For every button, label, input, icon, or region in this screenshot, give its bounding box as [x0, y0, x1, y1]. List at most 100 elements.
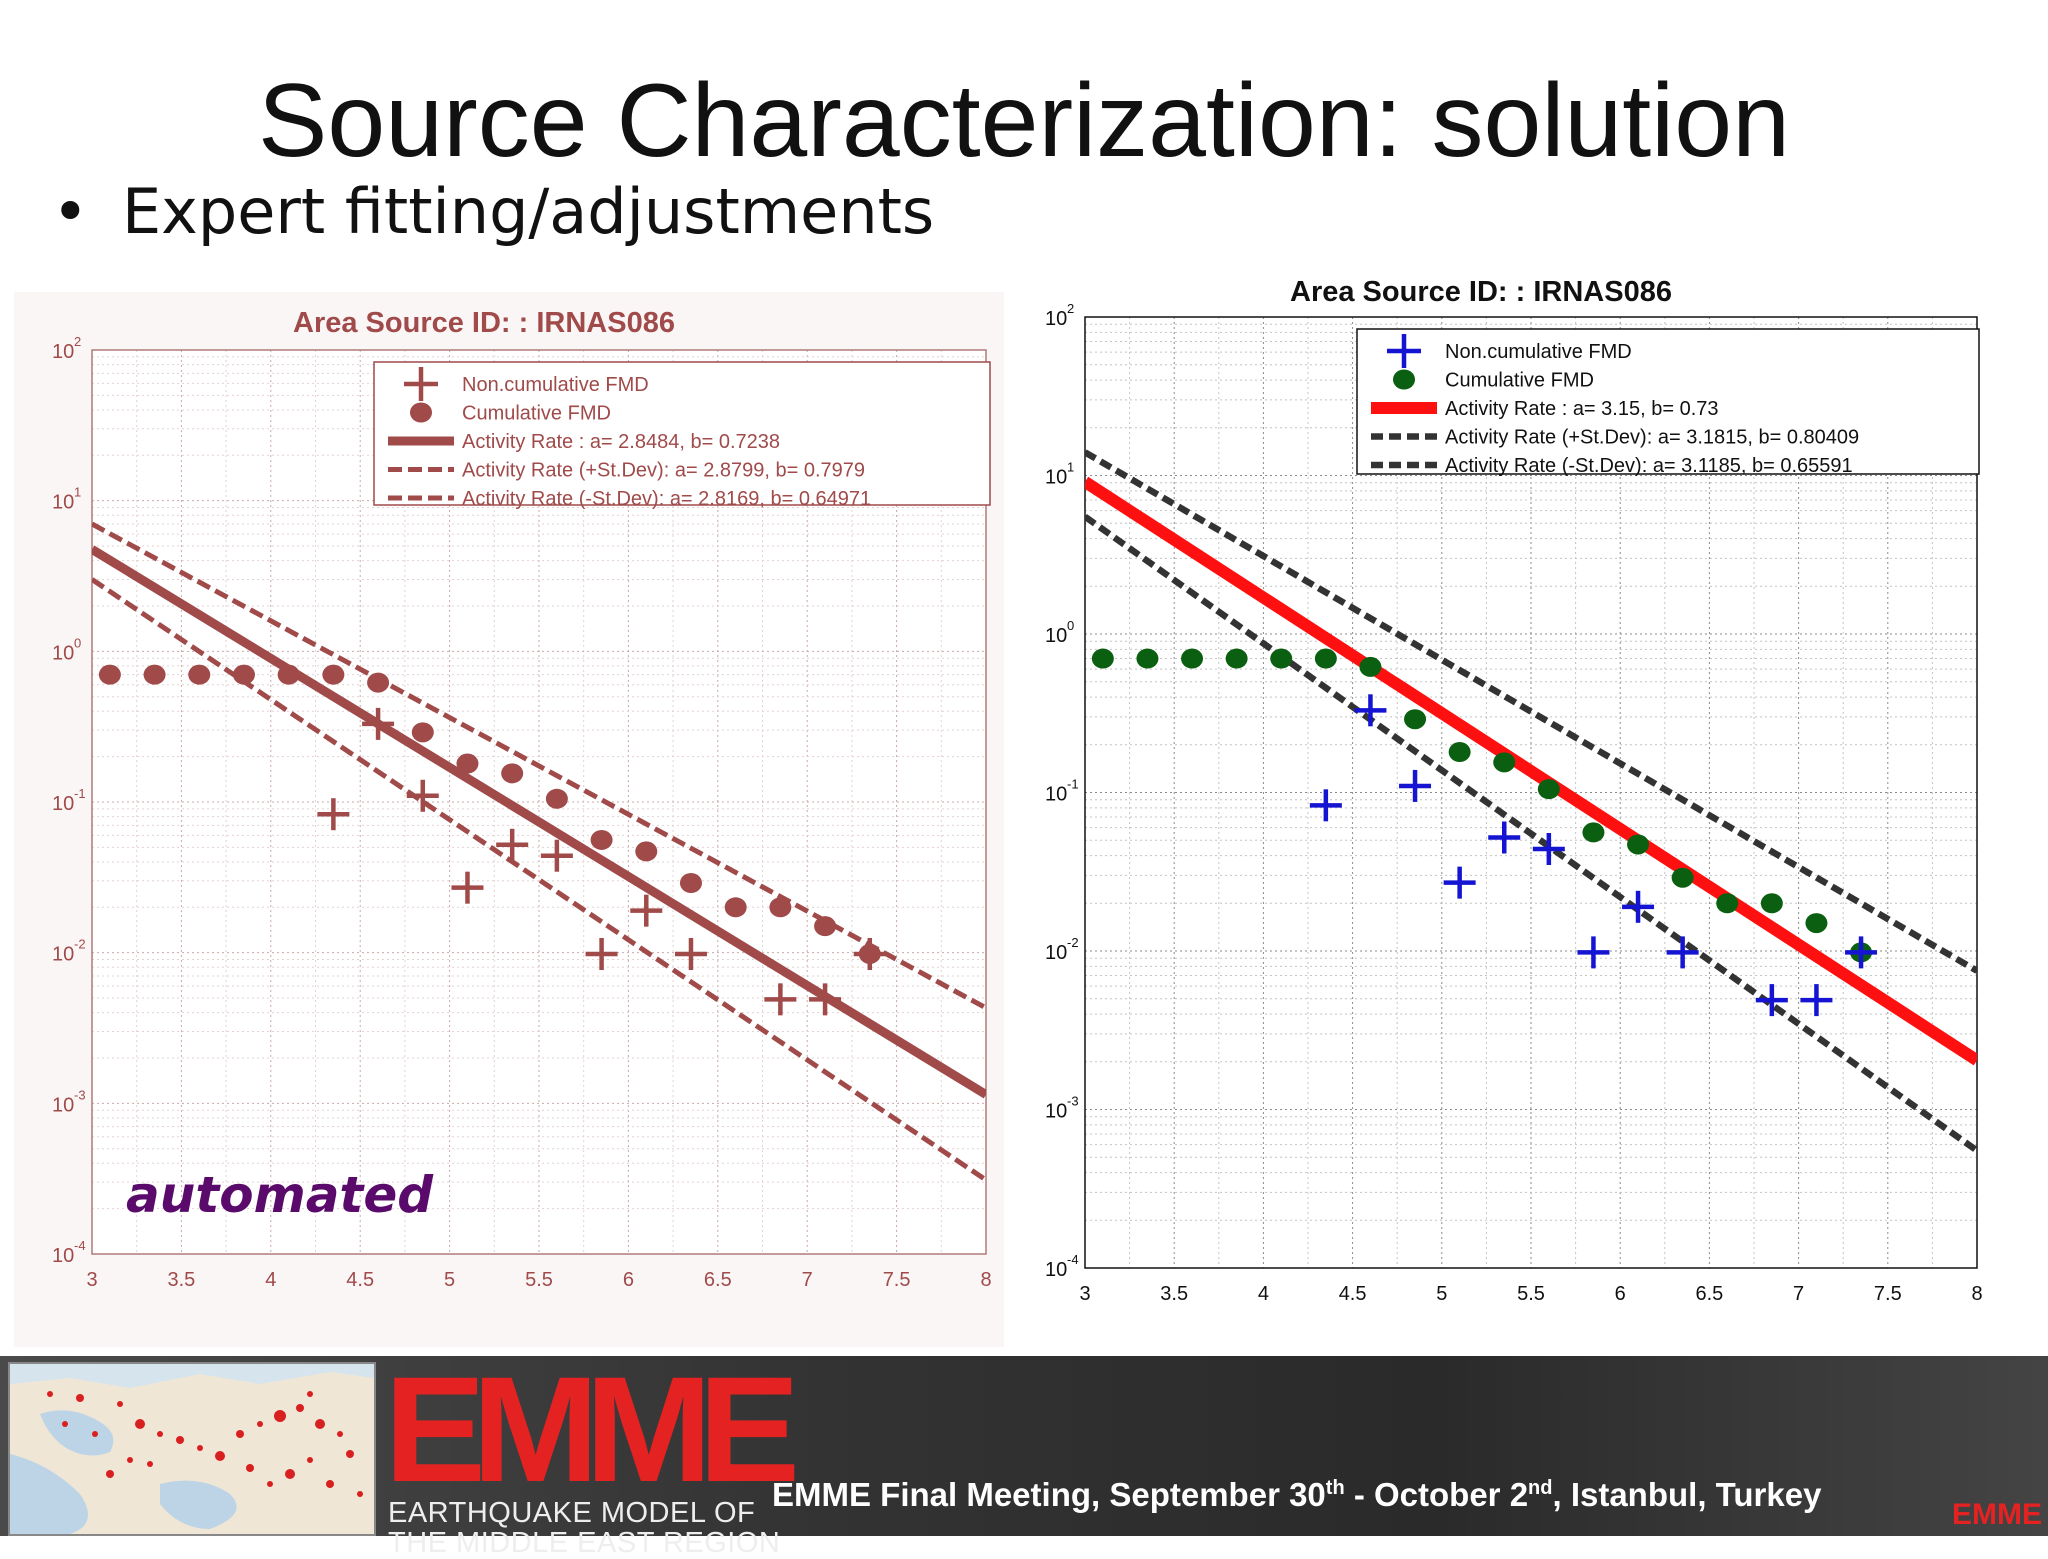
legend-entry-label: Non.cumulative FMD	[462, 374, 649, 396]
plus-stdev-line	[1085, 449, 1977, 974]
cumulative-point	[1760, 893, 1783, 914]
legend-plus-icon	[404, 367, 438, 401]
seismicity-map-icon	[8, 1362, 376, 1536]
non-cumulative-point	[1622, 890, 1655, 923]
emme-corner-logo: EMME	[1952, 1498, 2042, 1531]
plus-stdev-line	[92, 521, 986, 1011]
x-tick-label: 3.5	[1160, 1283, 1188, 1305]
y-tick-base: 10	[1045, 308, 1067, 330]
y-tick-label: 10 -1	[1045, 777, 1079, 806]
meeting-caption-a: EMME Final Meeting, September 30	[772, 1476, 1326, 1513]
x-tick-label: 8	[1971, 1283, 1982, 1305]
x-tick-label: 8	[980, 1269, 991, 1291]
non-cumulative-point	[809, 983, 842, 1016]
cumulative-point	[367, 672, 390, 693]
non-cumulative-point	[1399, 769, 1432, 802]
meeting-caption-sup1: th	[1325, 1477, 1345, 1499]
data-layer	[1085, 449, 1977, 1154]
y-tick-base: 10	[52, 492, 74, 514]
y-tick-label: 10 -3	[1045, 1094, 1079, 1123]
bullet-dot-icon: •	[52, 175, 89, 248]
y-tick-base: 10	[52, 793, 74, 815]
cumulative-point	[724, 897, 747, 918]
cumulative-point	[1671, 867, 1694, 888]
cumulative-point	[1448, 742, 1471, 763]
automated-annotation: automated	[126, 1166, 434, 1224]
y-tick-label: 10 -4	[52, 1238, 86, 1267]
footer-banner: EMME EARTHQUAKE MODEL OF THE MIDDLE EAST…	[0, 1354, 2048, 1558]
emme-logo: EMME EARTHQUAKE MODEL OF THE MIDDLE EAST…	[384, 1354, 800, 1558]
y-tick-exponent: -2	[74, 937, 86, 952]
y-tick-label: 10 -1	[52, 786, 86, 815]
y-tick-base: 10	[52, 1245, 74, 1267]
y-tick-exponent: 2	[74, 334, 81, 349]
non-cumulative-point	[764, 983, 797, 1016]
non-cumulative-point	[362, 707, 395, 740]
x-tick-label: 7.5	[883, 1269, 911, 1291]
non-cumulative-point	[406, 779, 439, 812]
y-tick-base: 10	[52, 944, 74, 966]
cumulative-point	[1359, 656, 1382, 677]
non-cumulative-point	[1845, 936, 1878, 969]
bullet-text: Expert fitting/adjustments	[122, 175, 935, 248]
y-tick-label: 10 0	[52, 635, 81, 664]
cumulative-point	[1225, 648, 1248, 669]
non-cumulative-point	[1532, 833, 1565, 866]
plot-frame	[1084, 316, 1978, 1269]
cumulative-point	[277, 664, 300, 685]
meeting-caption: EMME Final Meeting, September 30th - Oct…	[772, 1476, 1821, 1514]
cumulative-point	[1091, 648, 1114, 669]
x-tick-label: 5.5	[525, 1269, 553, 1291]
x-tick-label: 7.5	[1874, 1283, 1902, 1305]
y-tick-exponent: -4	[74, 1238, 86, 1253]
cumulative-point	[1627, 834, 1650, 855]
non-cumulative-point	[585, 937, 618, 970]
cumulative-point	[411, 722, 434, 743]
non-cumulative-point	[1755, 984, 1788, 1017]
y-tick-exponent: -3	[74, 1087, 86, 1102]
plot-frame	[91, 349, 987, 1255]
y-tick-exponent: -4	[1067, 1252, 1079, 1267]
chart-title: Area Source ID: : IRNAS086	[293, 307, 675, 339]
x-tick-label: 5.5	[1517, 1283, 1545, 1305]
cumulative-point	[1582, 822, 1605, 843]
y-tick-exponent: 1	[74, 485, 81, 500]
x-tick-label: 3	[86, 1269, 97, 1291]
legend-dot-icon	[1393, 369, 1415, 390]
cumulative-point	[98, 664, 121, 685]
legend-entry-label: Cumulative FMD	[1445, 370, 1594, 392]
legend-box	[373, 361, 991, 506]
cumulative-point	[456, 753, 479, 774]
non-cumulative-point	[451, 871, 484, 904]
cumulative-point	[188, 664, 211, 685]
cumulative-point	[232, 664, 255, 685]
y-tick-label: 10 -4	[1045, 1252, 1079, 1281]
y-tick-exponent: 1	[1067, 460, 1074, 475]
y-tick-exponent: 0	[1067, 618, 1074, 633]
x-tick-label: 3.5	[167, 1269, 195, 1291]
non-cumulative-point	[317, 798, 350, 831]
legend: Non.cumulative FMD Cumulative FMD Activity…	[1356, 328, 1980, 477]
non-cumulative-point	[1354, 694, 1387, 727]
x-tick-label: 7	[1793, 1283, 1804, 1305]
legend-plus-icon	[1387, 334, 1421, 368]
y-tick-base: 10	[52, 1094, 74, 1116]
cumulative-point	[1493, 752, 1516, 773]
cumulative-point	[322, 664, 345, 685]
meeting-caption-sup2: nd	[1528, 1477, 1553, 1499]
grid	[1084, 317, 1978, 1269]
legend-entry-label: Cumulative FMD	[462, 403, 611, 425]
cumulative-point	[1181, 648, 1204, 669]
y-tick-label: 10 2	[1045, 301, 1074, 330]
y-tick-label: 10 0	[1045, 618, 1074, 647]
x-tick-label: 6.5	[704, 1269, 732, 1291]
x-tick-label: 4	[265, 1269, 276, 1291]
y-tick-label: 10 1	[52, 485, 81, 514]
non-cumulative-point	[1800, 984, 1833, 1017]
cumulative-point	[769, 897, 792, 918]
x-tick-label: 5	[1436, 1283, 1447, 1305]
x-tick-label: 3	[1079, 1283, 1090, 1305]
cumulative-point	[501, 763, 524, 784]
y-tick-exponent: 0	[74, 635, 81, 650]
y-tick-base: 10	[1045, 1259, 1067, 1281]
